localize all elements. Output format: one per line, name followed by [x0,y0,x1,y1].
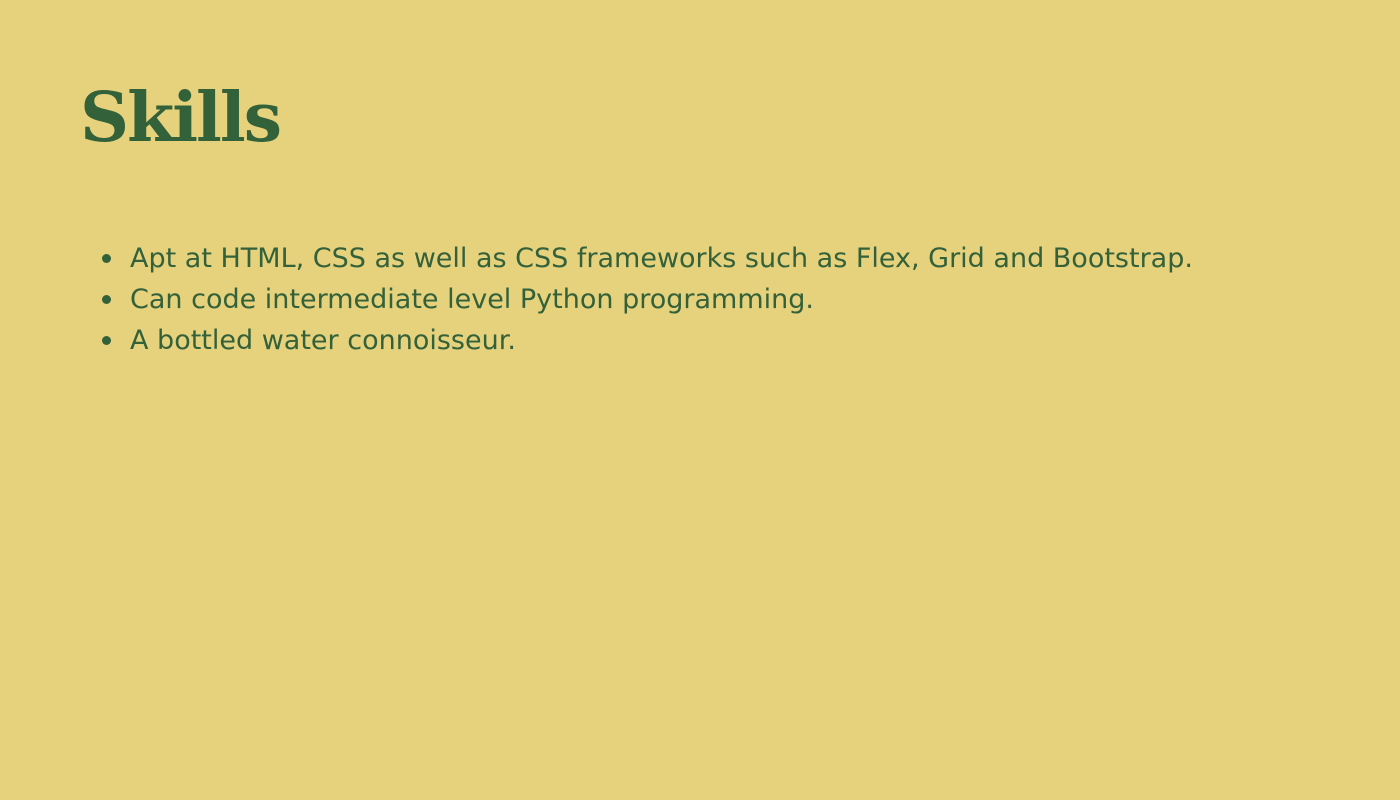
bullet-icon [102,336,111,345]
bullet-icon [102,254,111,263]
bullet-icon [102,295,111,304]
list-item: Can code intermediate level Python progr… [102,279,1193,320]
page-title: Skills [80,78,282,158]
list-item: Apt at HTML, CSS as well as CSS framewor… [102,238,1193,279]
skill-text: Can code intermediate level Python progr… [130,284,814,315]
list-item: A bottled water connoisseur. [102,320,1193,361]
skills-list: Apt at HTML, CSS as well as CSS framewor… [102,238,1193,361]
skill-text: Apt at HTML, CSS as well as CSS framewor… [130,243,1193,274]
skill-text: A bottled water connoisseur. [130,325,516,356]
